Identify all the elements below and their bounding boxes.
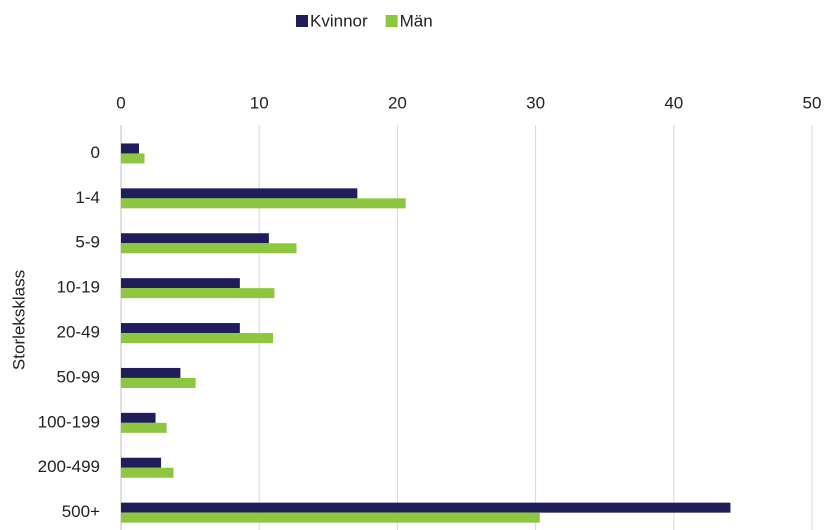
legend-label: Män [400,11,433,30]
y-tick-label: 0 [91,143,100,162]
x-tick-label: 0 [116,93,125,112]
y-tick-label: 500+ [62,502,100,521]
bar [121,188,358,199]
bar [121,457,162,468]
y-axis-label: Storleksklass [9,270,28,370]
y-tick-label: 100-199 [38,412,100,431]
bar [121,323,240,334]
bar [121,153,145,164]
bar [121,233,269,244]
y-tick-label: 10-19 [57,278,100,297]
bar [121,198,406,209]
y-tick-label: 5-9 [75,233,100,252]
x-tick-label: 30 [526,93,545,112]
x-tick-label: 50 [803,93,822,112]
bar [121,512,540,523]
bar [121,333,274,344]
bar [121,502,731,513]
x-tick-label: 10 [250,93,269,112]
bar [121,377,196,388]
bar [121,243,297,254]
bar [121,467,174,478]
bar [121,278,240,289]
x-tick-label: 40 [664,93,683,112]
bar [121,412,156,423]
bar [121,288,275,299]
y-tick-label: 50-99 [57,367,100,386]
legend-swatch [385,15,398,27]
y-tick-label: 200-499 [38,457,100,476]
bar [121,422,167,433]
bar [121,367,181,378]
legend-swatch [296,15,308,27]
bar [121,143,139,154]
legend-label: Kvinnor [310,11,368,30]
y-tick-label: 1-4 [75,188,100,207]
x-tick-label: 20 [388,93,407,112]
y-tick-label: 20-49 [57,323,100,342]
